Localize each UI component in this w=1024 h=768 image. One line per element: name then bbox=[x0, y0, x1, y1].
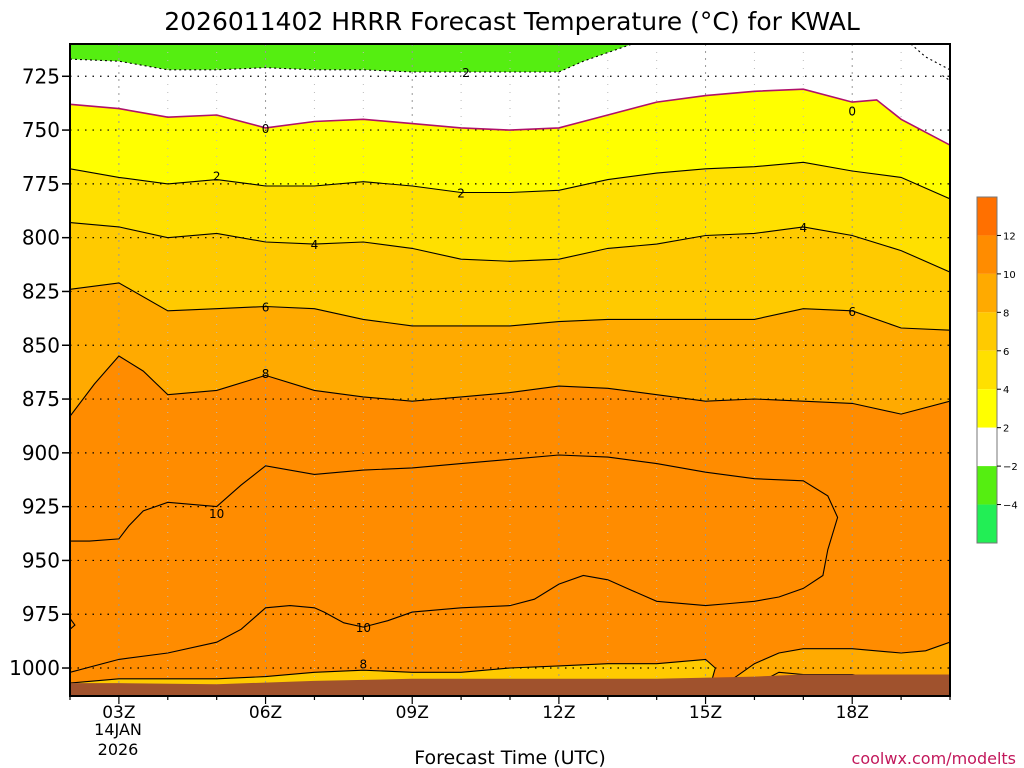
colorbar-swatch bbox=[977, 312, 997, 351]
y-tick-label: 725 bbox=[22, 64, 60, 88]
contour-label: 6 bbox=[262, 301, 270, 315]
x-tick-label: 18Z bbox=[836, 703, 869, 723]
contour-line-10-8 bbox=[70, 618, 76, 630]
field-band-warm-core bbox=[70, 455, 838, 673]
contour-line-8-9 bbox=[70, 658, 716, 686]
x-tick-label: 12Z bbox=[542, 703, 575, 723]
contour-label: 2 bbox=[457, 186, 465, 200]
x-tick-label: 15Z bbox=[689, 703, 722, 723]
contour-line-2-3 bbox=[70, 161, 950, 200]
colorbar-tick-label: −4 bbox=[1003, 501, 1018, 512]
date-label-year: 2026 bbox=[98, 740, 139, 759]
x-axis: 03Z 06Z 09Z 12Z 15Z 18Z bbox=[69, 696, 951, 723]
colorbar-swatch bbox=[977, 427, 997, 467]
colorbar-swatch bbox=[977, 504, 997, 543]
colorbar-swatch bbox=[977, 466, 997, 505]
credit-link[interactable]: coolwx.com/modelts bbox=[852, 749, 1016, 768]
colorbar-frame bbox=[976, 196, 998, 544]
contour-line-minus2-1 bbox=[910, 44, 950, 82]
x-tick-label: 03Z bbox=[102, 703, 135, 723]
contour-line-8-10 bbox=[680, 641, 950, 693]
contour-label: 0 bbox=[262, 122, 270, 136]
contour-label: 4 bbox=[311, 238, 319, 252]
contour-label: 4 bbox=[800, 221, 808, 235]
contour-label: 0 bbox=[848, 105, 856, 119]
contour-line-6-5 bbox=[70, 282, 950, 331]
colorbar-swatch bbox=[977, 389, 997, 428]
y-tick-label: 750 bbox=[22, 118, 60, 142]
y-tick-label: 900 bbox=[22, 441, 60, 465]
contour-label: 8 bbox=[360, 658, 368, 672]
contour-label: 10 bbox=[209, 507, 224, 521]
colorbar-swatch bbox=[977, 197, 997, 236]
colorbar-tick-label: −2 bbox=[1003, 462, 1018, 473]
y-tick-label: 800 bbox=[22, 226, 60, 250]
y-tick-label: 775 bbox=[22, 172, 60, 196]
colorbar-tick-label: 10 bbox=[1003, 270, 1016, 281]
colorbar-tick-label: 12 bbox=[1003, 231, 1016, 242]
contour-label: 6 bbox=[848, 305, 856, 319]
x-tick-label: 06Z bbox=[249, 703, 282, 723]
contour-label: 8 bbox=[262, 367, 270, 381]
contour-line-0-2 bbox=[70, 88, 950, 146]
contour-label: 2 bbox=[213, 169, 221, 183]
colorbar-tick-label: 4 bbox=[1003, 385, 1009, 396]
y-tick-label: 875 bbox=[22, 387, 60, 411]
contour-label: 2 bbox=[462, 66, 470, 80]
x-tick-label: 09Z bbox=[396, 703, 429, 723]
y-axis: 725 750 775 800 825 850 875 900 925 950 975 1000 bbox=[9, 64, 70, 680]
colorbar-tick-label: 6 bbox=[1003, 347, 1009, 358]
contour-line-4-4 bbox=[70, 222, 950, 273]
y-tick-label: 975 bbox=[22, 602, 60, 626]
colorbar-tick-label: 8 bbox=[1003, 308, 1009, 319]
contour-line-10-7 bbox=[70, 454, 839, 673]
y-tick-label: 850 bbox=[22, 333, 60, 357]
date-label-day: 14JAN bbox=[94, 720, 142, 739]
chart-title: 2026011402 HRRR Forecast Temperature (°C… bbox=[164, 7, 860, 36]
colorbar: 12 10 8 6 4 2 −2 −4 bbox=[976, 196, 1018, 544]
plot-area: 2 0 0 2 2 4 4 6 6 8 10 10 8 bbox=[69, 43, 951, 697]
plot-inner: 2 0 0 2 2 4 4 6 6 8 10 10 8 bbox=[70, 44, 950, 696]
colorbar-swatch bbox=[977, 350, 997, 390]
y-tick-label: 825 bbox=[22, 279, 60, 303]
field-band-below-minus2 bbox=[70, 44, 950, 72]
x-axis-label: Forecast Time (UTC) bbox=[414, 747, 605, 768]
contour-line-8-6 bbox=[70, 355, 950, 417]
contour-label: 10 bbox=[356, 621, 371, 635]
colorbar-tick-label: 2 bbox=[1003, 424, 1009, 435]
colorbar-swatch bbox=[977, 273, 997, 313]
colorbar-swatch bbox=[977, 235, 997, 274]
y-tick-label: 925 bbox=[22, 495, 60, 519]
y-tick-label: 1000 bbox=[9, 656, 60, 680]
ground-terrain bbox=[70, 674, 950, 696]
y-tick-label: 950 bbox=[22, 548, 60, 572]
